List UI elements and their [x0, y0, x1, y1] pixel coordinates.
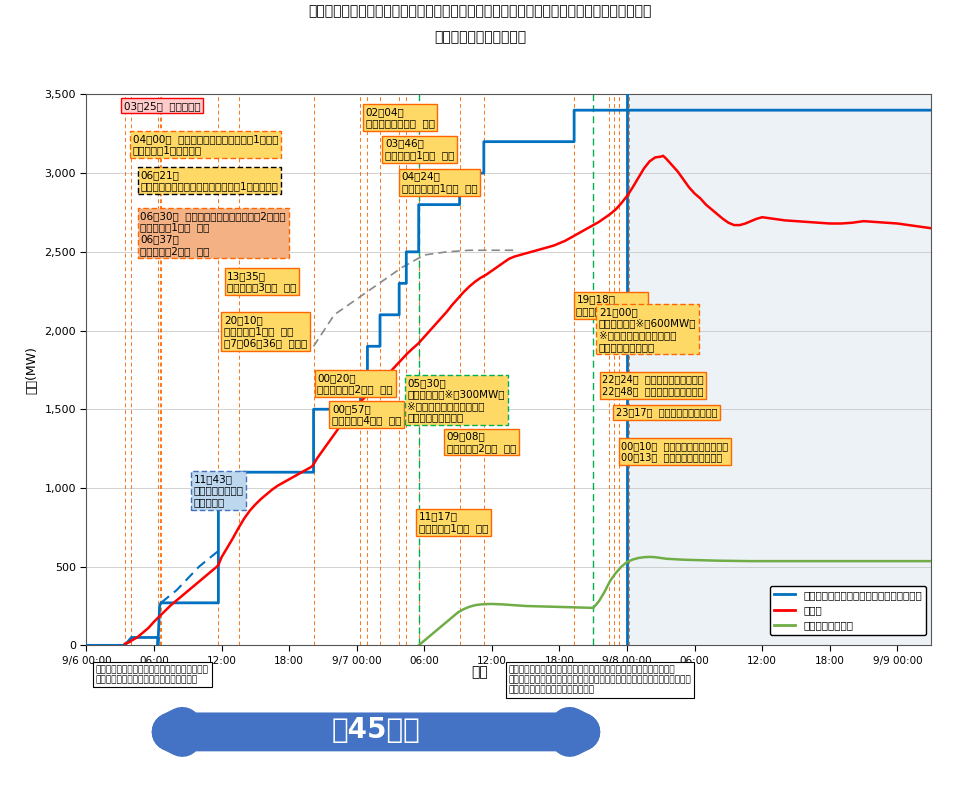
Text: 05時30分
北本受電開始※（300MW）
※需給バランス維持のため
　徐々に受電を実施: 05時30分 北本受電開始※（300MW） ※需給バランス維持のため 徐々に受電… [407, 378, 505, 423]
Text: 総需要・供給力は北海道電力がオンライン制御できる発電機の定格・
並列時刻・出力より算出（一部オフライン発電機を含む）。また需要は過去
実績に基づいた補正を行って: 総需要・供給力は北海道電力がオンライン制御できる発電機の定格・ 並列時刻・出力よ… [509, 665, 691, 695]
Text: 23時17分  旭川管内一般負荷全送: 23時17分 旭川管内一般負荷全送 [615, 408, 717, 418]
Text: 04時00分  本系統ブラックスタート（1回目）
高見発電所1号機　並列: 04時00分 本系統ブラックスタート（1回目） 高見発電所1号機 並列 [132, 134, 278, 155]
Text: 20時10分
音別発電所1号機  並列
（7日06時36分  停止）: 20時10分 音別発電所1号機 並列 （7日06時36分 停止） [224, 315, 307, 348]
Text: 11時43分
一般負荷送電開始
（本系統）: 11時43分 一般負荷送電開始 （本系統） [193, 474, 244, 507]
Text: 本系統では供給力が失われたが、釧路・旭川な
どの単独系統ではブラックスタート継続中: 本系統では供給力が失われたが、釧路・旭川な どの単独系統ではブラックスタート継続… [96, 665, 209, 685]
Text: 21時00分
北本受電開始※（600MW）
※需給バランス維持のため
　徐々に受電を実施: 21時00分 北本受電開始※（600MW） ※需給バランス維持のため 徐々に受電… [599, 307, 696, 352]
Text: 00時20分
奈井江発電所2号機  並列: 00時20分 奈井江発電所2号機 並列 [318, 373, 393, 394]
Text: 本検証委員会により事実確認が行われたブラックアウトから一定の供給力確保に至るまでの: 本検証委員会により事実確認が行われたブラックアウトから一定の供給力確保に至るまで… [308, 4, 652, 18]
Text: 03時25分  北海道全停: 03時25分 北海道全停 [124, 101, 201, 111]
Text: 09時08分
音別発電所2号機  並列: 09時08分 音別発電所2号機 並列 [446, 431, 516, 453]
Text: 06時30分  本系統ブラックスタート（2回目）
新冠発電所1号機  並列
06時37分
新冠発電所2号機  並列: 06時30分 本系統ブラックスタート（2回目） 新冠発電所1号機 並列 06時3… [140, 211, 286, 256]
Y-axis label: 電力(MW): 電力(MW) [26, 346, 38, 394]
Text: 00時10分  苫小牧管内一般負荷全送
00時13分  釧路管内一般負荷全送: 00時10分 苫小牧管内一般負荷全送 00時13分 釧路管内一般負荷全送 [621, 441, 729, 462]
Text: 時刻: 時刻 [471, 665, 489, 679]
Text: 03時46分
知内発電所1号機  並列: 03時46分 知内発電所1号機 並列 [385, 139, 454, 160]
Text: 00時57分
砂川発電所4号機  並列: 00時57分 砂川発電所4号機 並列 [332, 404, 401, 425]
Legend: 供給能力（並列時刻と定格出力より算出）, 総需要, 北本からの受電量: 供給能力（並列時刻と定格出力より算出）, 総需要, 北本からの受電量 [770, 586, 926, 634]
Text: 11時17分
伊達発電所1号機  並列: 11時17分 伊達発電所1号機 並列 [419, 512, 488, 533]
Text: 04時24分
奈井江発電所1号機  並列: 04時24分 奈井江発電所1号機 並列 [402, 172, 477, 193]
Bar [627, 94, 931, 645]
Text: 復旧に係る時系列の整理: 復旧に係る時系列の整理 [434, 30, 526, 44]
Text: 19時18分
伊達発電所2号機  並列: 19時18分 伊達発電所2号機 並列 [576, 294, 646, 316]
Text: 22時24分  函館管内一般負荷全送
22時48分  札幌管内一般負荷全送: 22時24分 函館管内一般負荷全送 22時48分 札幌管内一般負荷全送 [602, 375, 704, 396]
Text: 約45時間: 約45時間 [331, 716, 420, 745]
Text: 13時35分
砂川発電所3号機  並列: 13時35分 砂川発電所3号機 並列 [228, 271, 297, 292]
Text: 06時21分
本系統ブラックスタート失敗（高見1号機停止）: 06時21分 本系統ブラックスタート失敗（高見1号機停止） [140, 170, 278, 191]
Text: 02時04分
新日鐵住金発電機  並列: 02時04分 新日鐵住金発電機 並列 [366, 107, 435, 128]
